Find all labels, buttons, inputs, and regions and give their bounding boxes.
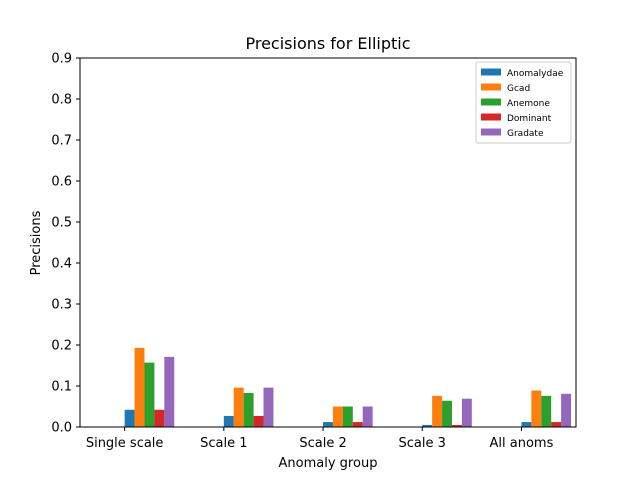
- y-tick-label: 0.8: [51, 93, 72, 108]
- legend-label-anomalydae: Anomalydae: [507, 69, 564, 79]
- legend-swatch-anomalydae: [481, 68, 501, 76]
- legend: Anomalydae Gcad Anemone Dominant Gradate: [475, 61, 572, 144]
- bar-anomalydae-3: [422, 424, 433, 427]
- axes-layer: 0.0 0.1 0.2 0.3 0.4 0.5 0.6 0.7 0.8 0.9 Single sca…: [51, 52, 577, 451]
- bar-dominant-4: [551, 422, 562, 427]
- x-tick-label: Scale 2: [299, 436, 346, 451]
- bar-anemone-1: [243, 392, 254, 427]
- y-tick-label: 0.4: [51, 257, 72, 272]
- y-tick-label: 0.0: [51, 421, 72, 436]
- bar-anomalydae-4: [521, 422, 532, 427]
- bar-gcad-0: [134, 347, 145, 427]
- y-tick-label: 0.5: [51, 216, 72, 231]
- bar-gcad-3: [432, 395, 443, 427]
- legend-swatch-anemone: [481, 98, 501, 106]
- bar-anomalydae-2: [323, 422, 333, 427]
- bar-gradate-2: [362, 406, 373, 427]
- y-tick-label: 0.1: [51, 380, 72, 395]
- y-tick-label: 0.9: [51, 52, 72, 67]
- bar-gcad-4: [531, 390, 542, 427]
- bar-gradate-3: [461, 398, 472, 427]
- bar-anemone-2: [342, 406, 353, 427]
- bar-anemone-0: [144, 362, 155, 427]
- x-tick-label: Single scale: [86, 436, 164, 451]
- chart-title: Precisions for Elliptic: [245, 34, 410, 53]
- bar-anomalydae-0: [124, 409, 135, 427]
- bar-dominant-3: [452, 424, 462, 427]
- bar-dominant-1: [253, 415, 264, 427]
- bar-anomalydae-1: [223, 415, 234, 427]
- y-axis-title: Precisions: [29, 210, 44, 275]
- bar-gcad-2: [332, 406, 343, 427]
- bar-gradate-0: [164, 356, 175, 427]
- bar-gcad-1: [233, 387, 244, 427]
- legend-box: [475, 61, 572, 144]
- x-tick-label: All anoms: [490, 436, 554, 451]
- legend-label-gradate: Gradate: [507, 129, 544, 139]
- legend-label-gcad: Gcad: [507, 84, 530, 94]
- legend-label-dominant: Dominant: [507, 114, 552, 124]
- bars-layer: [124, 347, 572, 427]
- plot-frame: [79, 57, 577, 428]
- y-tick-label: 0.7: [51, 134, 72, 149]
- bar-anemone-3: [442, 400, 452, 427]
- bar-dominant-0: [154, 409, 165, 427]
- bar-gradate-4: [561, 393, 572, 427]
- bar-anemone-4: [541, 395, 552, 427]
- x-tick-label: Scale 1: [200, 436, 247, 451]
- x-tick-label: Scale 3: [399, 436, 446, 451]
- legend-swatch-gradate: [481, 128, 501, 136]
- bar-gradate-1: [263, 387, 274, 427]
- y-tick-label: 0.2: [51, 339, 72, 354]
- x-axis-title: Anomaly group: [279, 456, 378, 471]
- y-tick-label: 0.6: [51, 175, 72, 190]
- y-tick-label: 0.3: [51, 298, 72, 313]
- bar-dominant-2: [352, 422, 363, 427]
- legend-swatch-gcad: [481, 83, 501, 91]
- legend-swatch-dominant: [481, 113, 501, 121]
- legend-label-anemone: Anemone: [507, 99, 550, 109]
